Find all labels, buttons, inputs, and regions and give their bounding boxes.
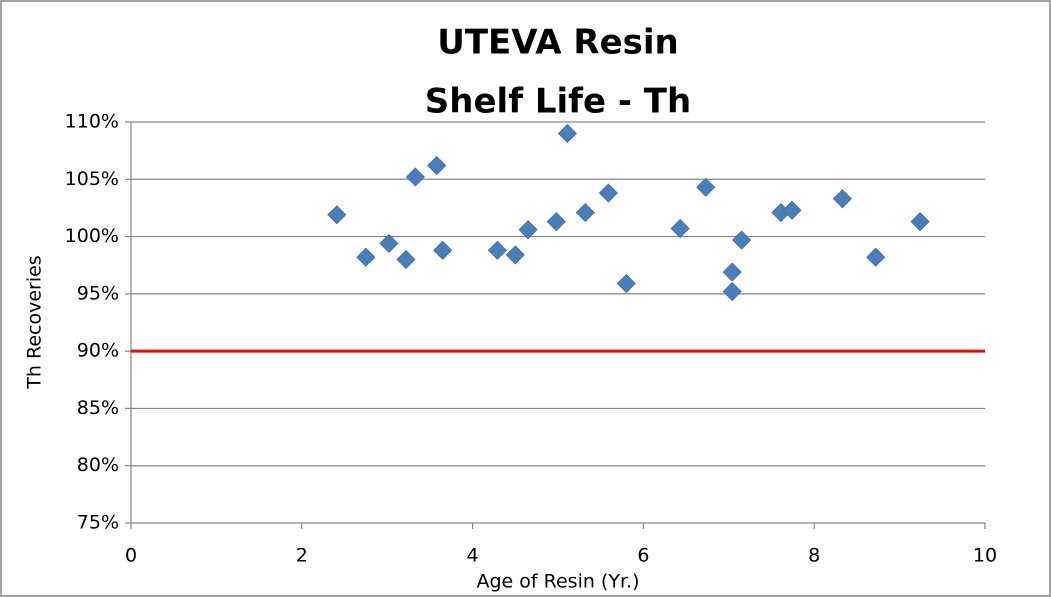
data-point: [405, 167, 425, 187]
x-tick-label: 8: [808, 545, 820, 567]
chart-title: UTEVA Resin: [437, 23, 679, 63]
data-point: [327, 205, 347, 225]
data-point: [910, 212, 930, 232]
data-point: [356, 247, 376, 267]
data-point: [433, 240, 453, 260]
y-tick-label: 80%: [77, 454, 119, 476]
y-axis-label: Th Recoveries: [24, 255, 46, 389]
y-tick-label: 95%: [77, 282, 119, 304]
y-tick-label: 105%: [65, 168, 119, 190]
data-point: [616, 273, 636, 294]
data-point: [396, 249, 416, 270]
data-point: [518, 220, 538, 240]
x-tick-label: 2: [296, 545, 308, 567]
data-point: [782, 200, 802, 220]
data-point: [557, 123, 577, 144]
data-point: [832, 189, 852, 209]
y-tick-label: 75%: [77, 512, 119, 534]
data-point: [505, 245, 525, 265]
data-point: [427, 155, 447, 176]
data-point: [487, 240, 507, 260]
data-point: [598, 183, 618, 203]
data-point: [546, 212, 566, 232]
data-point: [696, 177, 716, 197]
data-point: [866, 247, 886, 267]
data-point: [379, 233, 399, 254]
y-tick-label: 90%: [77, 340, 119, 362]
data-point: [722, 282, 742, 302]
x-tick-label: 0: [125, 545, 137, 567]
chart-title: Shelf Life - Th: [425, 82, 691, 122]
y-tick-label: 110%: [65, 111, 119, 133]
x-tick-label: 4: [467, 545, 479, 567]
x-axis-label: Age of Resin (Yr.): [477, 571, 640, 593]
x-tick-label: 6: [637, 545, 649, 567]
x-tick-label: 10: [973, 545, 997, 567]
data-point: [722, 262, 742, 282]
y-tick-label: 100%: [65, 225, 119, 247]
data-point: [575, 202, 595, 223]
y-tick-label: 85%: [77, 397, 119, 419]
data-point: [670, 218, 690, 239]
data-point: [732, 230, 752, 250]
